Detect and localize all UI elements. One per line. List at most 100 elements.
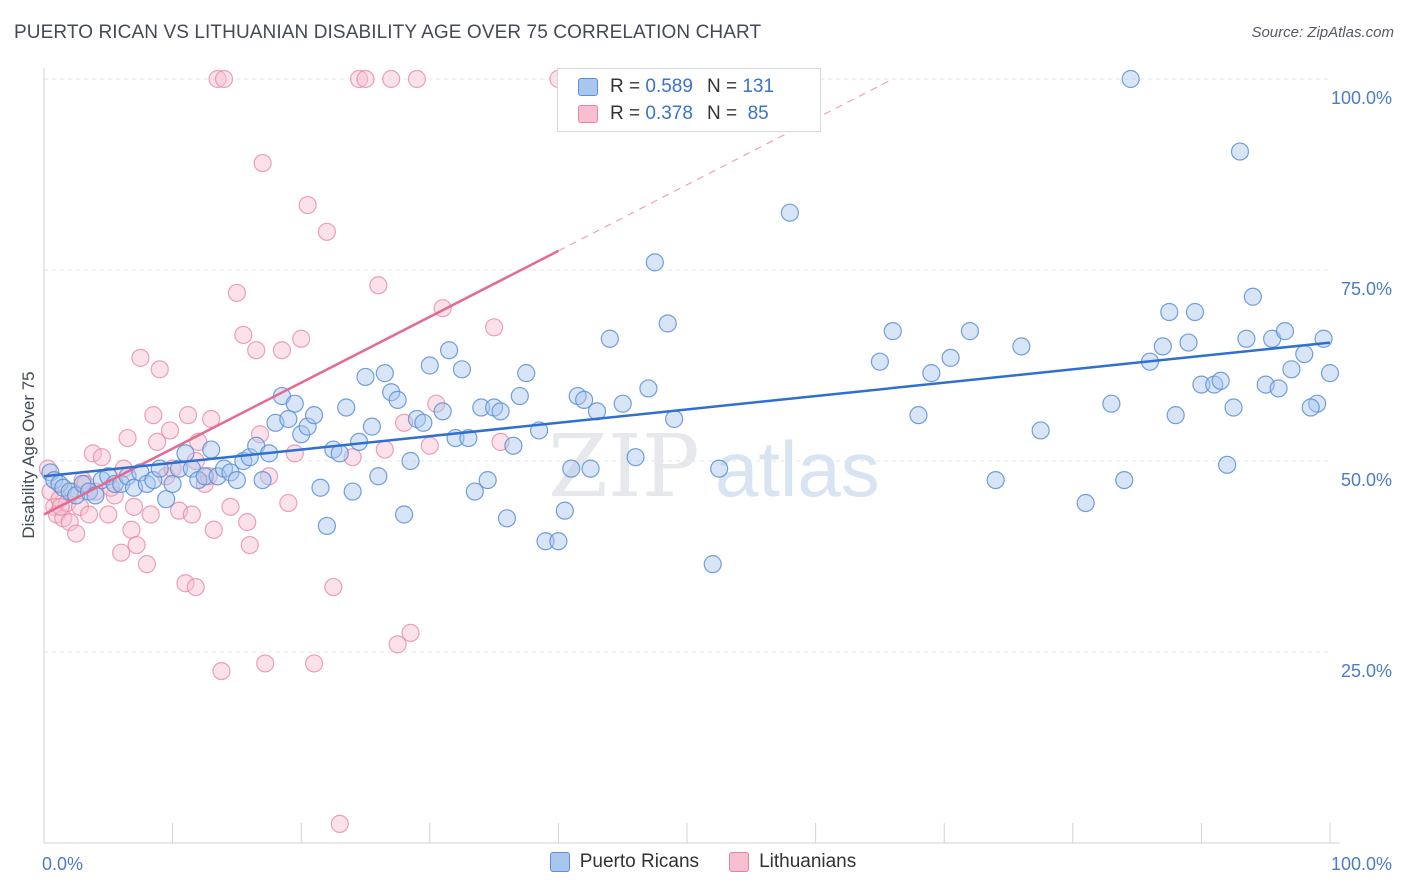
puerto-ricans-point [472, 398, 491, 417]
puerto-ricans-points [41, 69, 1340, 574]
lithuanians-point [141, 505, 160, 524]
lithuanians-point [253, 153, 272, 173]
source-label: Source: ZipAtlas.com [1251, 24, 1394, 41]
puerto-ricans-point [626, 448, 645, 467]
lithuanians-point [250, 425, 270, 444]
lithuanians-point [427, 394, 446, 413]
puerto-ricans-point [298, 417, 317, 436]
puerto-ricans-point [1211, 371, 1230, 390]
puerto-ricans-point [1076, 493, 1095, 513]
puerto-ricans-point [1282, 360, 1301, 379]
x-tick-label: 0.0% [42, 854, 83, 874]
puerto-ricans-point [1160, 302, 1179, 322]
puerto-ricans-point [1115, 471, 1134, 490]
lithuanians-point [182, 505, 201, 524]
lithuanians-point [272, 341, 292, 360]
lithuanians-point [204, 520, 223, 539]
legend-r-value: 0.378 [645, 103, 693, 124]
puerto-ricans-point [375, 364, 394, 383]
puerto-ricans-point [433, 402, 452, 421]
puerto-ricans-point [639, 379, 658, 398]
watermark-zip: ZIP [548, 417, 700, 517]
puerto-ricans-point [227, 471, 246, 490]
lithuanians-point [317, 222, 337, 241]
lithuanians-point [407, 69, 427, 89]
puerto-ricans-point [941, 348, 960, 367]
puerto-ricans-point [517, 364, 536, 383]
puerto-ricans-point [157, 490, 176, 509]
watermark-atlas: atlas [715, 425, 880, 513]
puerto-ricans-point [311, 478, 330, 497]
lithuanians-point [79, 505, 99, 524]
puerto-ricans-point [388, 390, 407, 409]
legend-swatch-pink [729, 852, 750, 872]
puerto-ricans-point [362, 417, 382, 436]
lithuanians-point [214, 69, 234, 89]
puerto-ricans-point [986, 471, 1005, 490]
lithuanians-point [382, 69, 401, 89]
axes [43, 68, 1340, 844]
puerto-ricans-point [491, 402, 510, 421]
puerto-ricans-point [922, 364, 941, 383]
puerto-ricans-point [1121, 69, 1140, 89]
lithuanians-points [38, 69, 568, 834]
lithuanians-point [118, 428, 137, 448]
legend-swatch-pink [578, 105, 598, 123]
puerto-ricans-point [1269, 379, 1288, 398]
puerto-ricans-point [909, 406, 928, 425]
puerto-ricans-point [343, 482, 362, 501]
puerto-ricans-point [1275, 322, 1295, 341]
puerto-ricans-point [960, 322, 980, 341]
legend-r-label: R = [610, 76, 641, 97]
lithuanians-trend-line [43, 249, 559, 516]
puerto-ricans-point [1301, 398, 1320, 417]
puerto-ricans-point [575, 390, 594, 409]
lithuanians-point [227, 283, 246, 303]
legend-row-puerto-ricans: R = 0.589 N = 131 [578, 74, 774, 100]
lithuanians-point [150, 360, 169, 379]
legend-label: Lithuanians [759, 851, 857, 872]
puerto-ricans-point [414, 413, 433, 432]
puerto-ricans-point [780, 203, 799, 222]
puerto-ricans-point [439, 341, 459, 360]
lithuanians-point [247, 341, 266, 360]
puerto-ricans-point [1237, 329, 1256, 348]
lithuanians-point [221, 497, 240, 516]
stats-legend: R = 0.589 N = 131 R = 0.378 N = 85 [557, 68, 821, 132]
puerto-ricans-point [317, 516, 337, 536]
puerto-ricans-point [1224, 398, 1243, 417]
puerto-ricans-point [613, 394, 632, 413]
y-tick-labels: 25.0% 50.0% 75.0% 100.0% [1331, 88, 1392, 681]
puerto-ricans-point [176, 444, 195, 463]
y-tick-label: 100.0% [1331, 88, 1392, 108]
lithuanians-point [92, 448, 111, 467]
puerto-ricans-point [665, 409, 684, 429]
lithuanians-point [83, 444, 102, 463]
puerto-ricans-point [337, 398, 356, 417]
lithuanians-point [304, 654, 324, 673]
puerto-ricans-point [1230, 142, 1250, 161]
puerto-ricans-point [703, 555, 722, 574]
puerto-ricans-point [549, 532, 568, 551]
lithuanians-point [186, 577, 205, 597]
puerto-ricans-point [144, 471, 163, 490]
puerto-ricans-point [1192, 375, 1211, 394]
puerto-ricans-point [420, 356, 439, 375]
y-axis-label: Disability Age Over 75 [19, 371, 38, 538]
puerto-ricans-point [1320, 364, 1340, 383]
puerto-ricans-point [1153, 337, 1172, 356]
lithuanians-point [99, 505, 118, 524]
lithuanians-point [324, 577, 343, 597]
lithuanians-point [256, 654, 275, 673]
legend-row-lithuanians: R = 0.378 N = 85 [578, 101, 769, 127]
puerto-ricans-point [562, 459, 581, 478]
lithuanians-point [160, 421, 180, 440]
x-tick-label: 100.0% [1331, 854, 1392, 874]
puerto-ricans-point [285, 394, 304, 413]
puerto-ricans-point [356, 367, 375, 387]
puerto-ricans-point [710, 459, 729, 478]
puerto-ricans-point [163, 474, 182, 494]
legend-swatch-blue [549, 852, 570, 872]
lithuanians-point [60, 513, 79, 532]
